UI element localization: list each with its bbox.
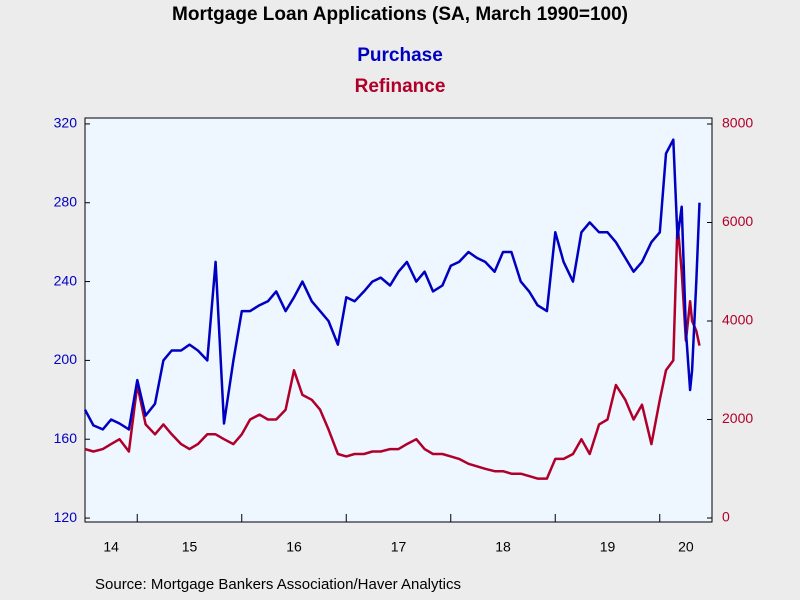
source-note: Source: Mortgage Bankers Association/Hav… — [95, 576, 461, 593]
y2-tick-label: 6000 — [722, 213, 753, 229]
x-tick-label: 14 — [103, 539, 119, 555]
plot-area — [84, 117, 713, 523]
y-tick-label: 160 — [54, 430, 78, 446]
y-tick-label: 280 — [54, 193, 78, 209]
x-tick-label: 19 — [600, 539, 616, 555]
x-tick-label: 18 — [495, 539, 511, 555]
legend-entry: Purchase — [357, 45, 443, 66]
chart-title: Mortgage Loan Applications (SA, March 19… — [172, 4, 628, 25]
x-tick-label: 20 — [678, 539, 694, 555]
x-tick-label: 16 — [286, 539, 302, 555]
y-tick-label: 320 — [54, 115, 78, 131]
y-tick-label: 240 — [54, 272, 78, 288]
series-line — [83, 138, 701, 431]
series-line — [84, 221, 701, 480]
y2-tick-label: 0 — [722, 509, 730, 525]
y-tick-label: 200 — [54, 351, 78, 367]
y-tick-label: 120 — [54, 509, 78, 525]
y2-tick-label: 8000 — [722, 115, 753, 131]
x-tick-label: 15 — [182, 539, 198, 555]
x-tick-label: 17 — [391, 539, 407, 555]
y2-tick-label: 2000 — [722, 410, 753, 426]
y2-tick-label: 4000 — [722, 312, 753, 328]
legend-entry: Refinance — [355, 76, 446, 97]
